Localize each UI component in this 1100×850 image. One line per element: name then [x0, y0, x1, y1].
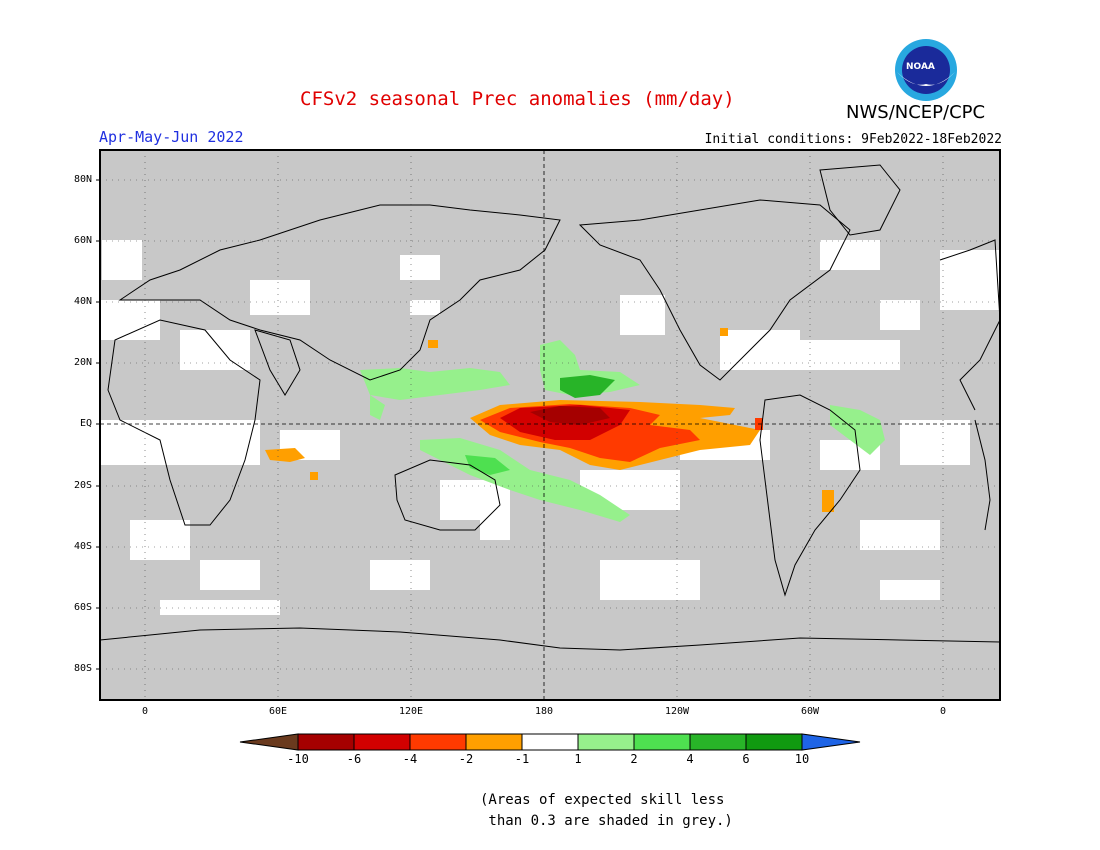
lat-label: 80S	[74, 663, 93, 674]
colorbar-swatch	[465, 733, 523, 751]
lat-label: 20N	[74, 357, 93, 368]
lat-label: 60S	[74, 602, 93, 613]
lon-label: 180	[535, 706, 554, 717]
chart-title: CFSv2 seasonal Prec anomalies (mm/day)	[300, 88, 735, 110]
map-frame	[99, 149, 1001, 701]
wet-anomaly-regions	[360, 340, 885, 522]
dry-anomaly-regions	[265, 328, 834, 512]
lon-label: 120E	[399, 706, 424, 717]
colorbar-label: -1	[514, 752, 530, 766]
colorbar-swatch	[577, 733, 635, 751]
colorbar-swatch	[745, 733, 803, 751]
lat-label: 40S	[74, 541, 93, 552]
colorbar-swatch	[409, 733, 467, 751]
colorbar-label: -2	[458, 752, 474, 766]
colorbar-max-arrow	[801, 733, 861, 751]
south-america-outline	[759, 394, 861, 597]
lat-label: 60N	[74, 235, 93, 246]
antarctica-outline	[99, 627, 1001, 651]
colorbar-swatch	[633, 733, 691, 751]
colorbar-swatch	[353, 733, 411, 751]
lon-label: 60E	[269, 706, 288, 717]
colorbar-swatch	[521, 733, 579, 751]
colorbar-label: 6	[742, 752, 750, 766]
season-label: Apr-May-Jun 2022	[99, 128, 244, 146]
colorbar-label: 1	[574, 752, 582, 766]
noaa-logo	[895, 39, 957, 101]
lon-label: 60W	[801, 706, 820, 717]
colorbar-min-arrow	[239, 733, 299, 751]
africa-outline	[107, 319, 261, 526]
neutral-anomaly-regions	[100, 240, 1000, 615]
north-america-outline	[578, 199, 851, 381]
lat-label: 20S	[74, 480, 93, 491]
colorbar-label: 10	[794, 752, 810, 766]
skill-footnote: (Areas of expected skill less than 0.3 a…	[480, 792, 733, 829]
graticule	[100, 150, 1000, 700]
colorbar-label: -4	[402, 752, 418, 766]
eurasia-outline	[118, 204, 561, 381]
colorbar-swatch	[297, 733, 355, 751]
colorbar-label: -6	[346, 752, 362, 766]
coastlines	[99, 164, 1001, 651]
colorbar-label: -10	[287, 752, 309, 766]
lat-label: 80N	[74, 174, 93, 185]
india-outline	[254, 329, 301, 396]
greenland-outline	[819, 164, 901, 236]
colorbar-swatch	[689, 733, 747, 751]
lat-label: EQ	[80, 418, 93, 429]
lon-label: 0	[940, 706, 947, 717]
colorbar-label: 4	[686, 752, 694, 766]
australia-outline	[394, 459, 501, 531]
lon-label: 120W	[665, 706, 690, 717]
lon-label: 0	[142, 706, 149, 717]
initial-conditions-label: Initial conditions: 9Feb2022-18Feb2022	[704, 132, 1002, 147]
lat-label: 40N	[74, 296, 93, 307]
noaa-logo-text: NOAA	[906, 62, 935, 72]
colorbar-label: 2	[630, 752, 638, 766]
lat-ticks	[96, 179, 100, 670]
africa-wrap-outline	[974, 419, 991, 531]
organization-label: NWS/NCEP/CPC	[846, 102, 986, 123]
colorbar	[239, 733, 861, 751]
